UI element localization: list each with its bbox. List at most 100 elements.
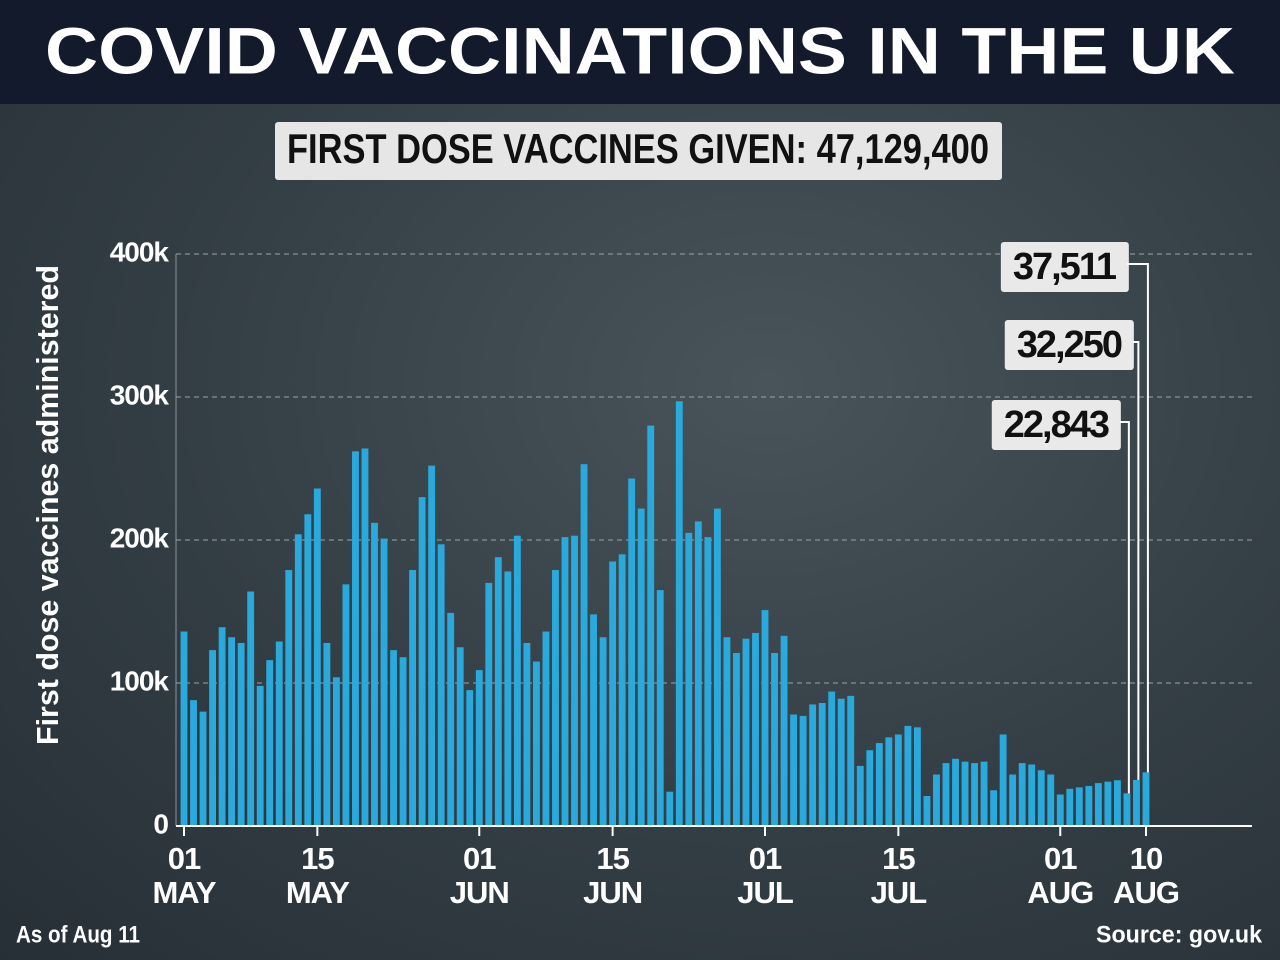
- bar: [923, 795, 931, 826]
- bar: [332, 677, 340, 826]
- bar: [313, 488, 321, 826]
- x-tick-label: 15 JUN: [583, 841, 643, 910]
- bar: [447, 612, 455, 826]
- bar: [771, 652, 778, 826]
- bar: [428, 465, 436, 826]
- note: As of Aug 11: [16, 921, 140, 948]
- bar: [599, 637, 607, 826]
- bar: [247, 591, 255, 826]
- bar: [218, 627, 226, 826]
- bar: [190, 700, 197, 826]
- bar: [304, 514, 312, 826]
- bar: [1056, 794, 1064, 826]
- bar: [409, 570, 417, 826]
- value-label-box: [1004, 320, 1134, 370]
- bar: [733, 652, 740, 826]
- bar: [847, 695, 855, 826]
- bar: [1037, 770, 1045, 826]
- bar: [637, 508, 645, 826]
- x-tick-label: 01 JUN: [449, 841, 510, 910]
- bar: [894, 734, 902, 826]
- leader-line: [1127, 263, 1149, 773]
- value-label: 32,250: [1017, 324, 1122, 366]
- bar: [713, 508, 721, 826]
- bar: [980, 761, 988, 826]
- bar: [694, 521, 702, 826]
- bar: [390, 650, 397, 826]
- bar: [618, 554, 626, 826]
- bar: [609, 561, 617, 826]
- bar: [971, 763, 978, 826]
- bar: [723, 637, 731, 826]
- bar: [418, 497, 426, 826]
- value-label: 22,843: [1004, 404, 1109, 446]
- source: Source: gov.uk: [1096, 921, 1263, 948]
- bar: [1104, 781, 1112, 826]
- bar: [780, 635, 788, 826]
- bar: [656, 590, 664, 826]
- bar: [1085, 785, 1093, 826]
- x-tick-label: 15 MAY: [285, 841, 350, 910]
- leader-line: [1120, 421, 1130, 794]
- bar: [752, 632, 759, 826]
- bar: [818, 703, 826, 826]
- bar: [942, 763, 950, 826]
- bar: [666, 791, 674, 826]
- bar: [828, 691, 836, 826]
- bar: [885, 737, 893, 826]
- bar: [685, 532, 693, 826]
- bar: [228, 637, 236, 826]
- bar: [371, 522, 378, 826]
- y-axis-label: First dose vaccines administered: [30, 265, 65, 745]
- bar: [513, 535, 521, 826]
- bar: [380, 538, 388, 826]
- value-label-box: [1000, 242, 1129, 292]
- bar: [1133, 779, 1140, 826]
- x-tick-label: 01 AUG: [1027, 841, 1094, 910]
- bar: [456, 647, 464, 826]
- bar: [904, 725, 912, 826]
- bar: [1123, 793, 1131, 826]
- y-tick-label: 400k: [110, 236, 170, 267]
- bar: [1142, 772, 1150, 826]
- bar: [875, 743, 883, 826]
- bar: [323, 642, 331, 826]
- bar: [704, 537, 712, 826]
- bar: [494, 557, 502, 826]
- bar: [352, 451, 359, 826]
- bar: [209, 650, 217, 826]
- bar: [647, 425, 655, 826]
- y-tick-label: 0: [153, 808, 168, 839]
- bar: [475, 670, 483, 826]
- x-tick-label: 10 AUG: [1113, 841, 1180, 910]
- bar: [999, 734, 1007, 826]
- bar: [266, 660, 274, 826]
- bar: [837, 698, 845, 826]
- bar: [1094, 783, 1102, 826]
- bar: [628, 478, 636, 826]
- leader-line: [1133, 341, 1140, 780]
- y-tick-label: 300k: [110, 379, 170, 410]
- bar: [532, 661, 540, 826]
- bar: [866, 750, 874, 826]
- x-tick-label: 01 MAY: [152, 841, 216, 910]
- bar: [933, 774, 940, 826]
- bar: [1009, 774, 1017, 826]
- bar: [856, 765, 864, 826]
- bar: [237, 642, 245, 826]
- subtitle: FIRST DOSE VACCINES GIVEN: 47,129,400: [287, 125, 989, 172]
- value-label-box: [991, 400, 1121, 450]
- bar: [1028, 764, 1036, 826]
- bar: [256, 685, 264, 826]
- bar: [1075, 787, 1083, 826]
- bar: [275, 641, 283, 826]
- bar: [809, 704, 817, 826]
- bar: [961, 761, 969, 826]
- x-tick-label: 01 JUL: [737, 841, 794, 910]
- bar: [790, 714, 798, 826]
- header-bar: [0, 0, 1280, 104]
- bar: [542, 631, 550, 826]
- bar: [580, 464, 588, 826]
- bar: [571, 535, 578, 826]
